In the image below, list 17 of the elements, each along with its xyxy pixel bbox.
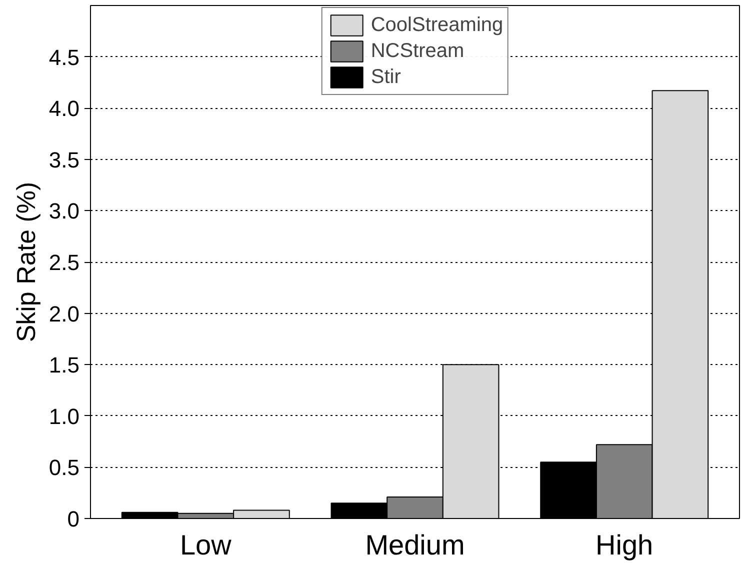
y-tick-label: 1.0 (48, 404, 80, 429)
y-tick-label: 4.5 (48, 44, 80, 70)
y-tick-label: 0 (67, 506, 80, 532)
y-tick-label: 0.5 (48, 455, 80, 480)
y-tick-label: 4.0 (48, 96, 80, 122)
y-tick-label: 2.0 (48, 301, 80, 326)
legend-label: Stir (370, 66, 401, 88)
y-tick-label: 2.5 (48, 250, 80, 275)
legend-label: CoolStreaming (370, 14, 504, 36)
x-tick-label: Low (180, 530, 232, 560)
legend-label: NCStream (370, 40, 464, 62)
y-tick-label: 1.5 (48, 352, 80, 378)
x-tick-label: Medium (365, 530, 465, 560)
y-axis-title: Skip Rate (%) (10, 182, 41, 342)
y-tick-label: 3.0 (48, 198, 80, 224)
x-tick-label: High (596, 530, 654, 560)
y-tick-label: 3.5 (48, 147, 80, 172)
